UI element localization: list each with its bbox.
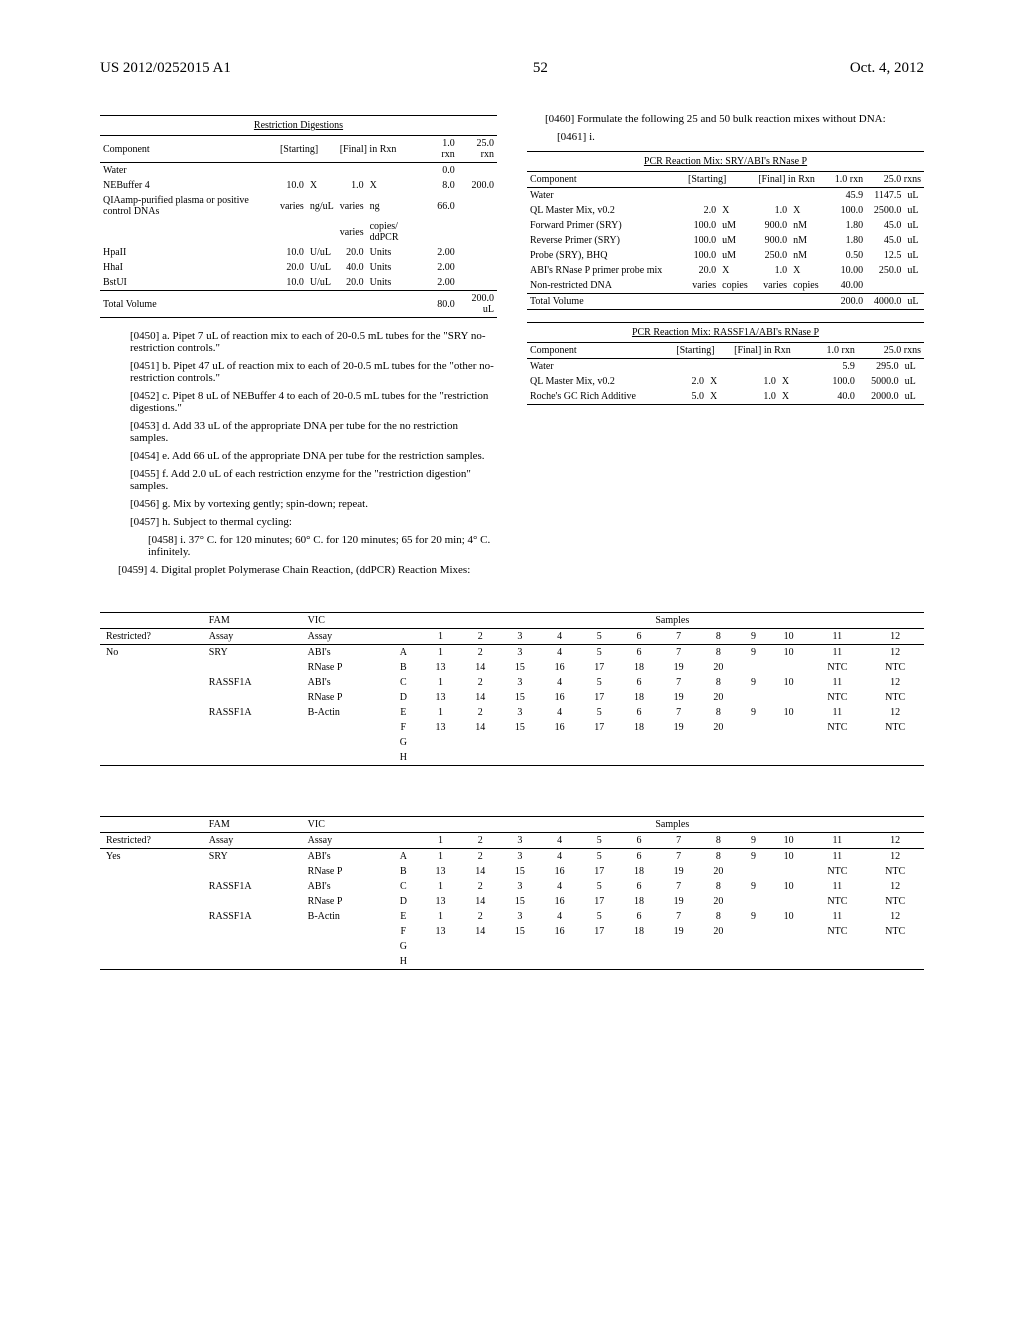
table-row: YesSRYABI'sA123456789101112 [100, 849, 924, 865]
patent-id: US 2012/0252015 A1 [100, 60, 231, 77]
table-row: RASSF1AABI'sC123456789101112 [100, 675, 924, 690]
page-date: Oct. 4, 2012 [850, 60, 924, 77]
table2-title: PCR Reaction Mix: SRY/ABI's RNase P [527, 151, 924, 171]
table-row: RASSF1AABI'sC123456789101112 [100, 879, 924, 894]
pcr-rassf1a-table: PCR Reaction Mix: RASSF1A/ABI's RNase P … [527, 322, 924, 405]
table-row: HhaI20.0U/uL40.0Units2.00 [100, 260, 497, 275]
table-row: Water45.91147.5uL [527, 188, 924, 204]
para-0460: [0460] Formulate the following 25 and 50… [527, 113, 924, 125]
table-row: Water5.9295.0uL [527, 359, 924, 375]
restriction-digestions-table: Restriction Digestions Component [Starti… [100, 115, 497, 318]
plate-table: FAMVICSamplesRestricted?AssayAssay123456… [100, 612, 924, 766]
left-column: Restriction Digestions Component [Starti… [100, 107, 497, 582]
para-0458: [0458] i. 37° C. for 120 minutes; 60° C.… [148, 534, 497, 558]
table-row-total: Total Volume80.0200.0 uL [100, 291, 497, 318]
table-row: BstUI10.0U/uL20.0Units2.00 [100, 275, 497, 291]
table-row: Probe (SRY), BHQ100.0uM250.0nM0.5012.5uL [527, 248, 924, 263]
table-row: RNase PD1314151617181920NTCNTC [100, 894, 924, 909]
para-0454: [0454] e. Add 66 uL of the appropriate D… [130, 450, 497, 462]
table-row: G [100, 939, 924, 954]
table3-title: PCR Reaction Mix: RASSF1A/ABI's RNase P [527, 322, 924, 342]
t3-col-1rxn: 1.0 rxn [813, 343, 858, 359]
table-row: variescopies/ ddPCR [100, 219, 497, 245]
page-number: 52 [231, 60, 850, 77]
table-row: HpaII10.0U/uL20.0Units2.00 [100, 245, 497, 260]
para-0457: [0457] h. Subject to thermal cycling: [130, 516, 497, 528]
table-row: QIAamp-purified plasma or positive contr… [100, 193, 497, 219]
table-row: Non-restricted DNAvariescopiesvariescopi… [527, 278, 924, 294]
t1-col-component: Component [100, 136, 277, 163]
t2-col-25rxn: 25.0 rxns [866, 172, 924, 188]
table-row: RNase PB1314151617181920NTCNTC [100, 660, 924, 675]
para-0451: [0451] b. Pipet 47 uL of reaction mix to… [130, 360, 497, 384]
t2-col-1rxn: 1.0 rxn [827, 172, 866, 188]
para-0456: [0456] g. Mix by vortexing gently; spin-… [130, 498, 497, 510]
page-header: US 2012/0252015 A1 52 Oct. 4, 2012 [100, 60, 924, 77]
table-row: F1314151617181920NTCNTC [100, 720, 924, 735]
table-row: H [100, 954, 924, 970]
table-row-total: Total Volume200.04000.0uL [527, 294, 924, 310]
t1-col-final: [Final] in Rxn [337, 136, 426, 163]
t3-col-25rxn: 25.0 rxns [858, 343, 924, 359]
right-column: [0460] Formulate the following 25 and 50… [527, 107, 924, 582]
table-row: RNase PD1314151617181920NTCNTC [100, 690, 924, 705]
table-row: QL Master Mix, v0.22.0X1.0X100.02500.0uL [527, 203, 924, 218]
table-row: NEBuffer 410.0X1.0X8.0200.0 [100, 178, 497, 193]
t2-col-component: Component [527, 172, 685, 188]
t2-col-final: [Final] in Rxn [755, 172, 827, 188]
table-row: RASSF1AB-ActinE123456789101112 [100, 909, 924, 924]
table-row: QL Master Mix, v0.22.0X1.0X100.05000.0uL [527, 374, 924, 389]
plate-table: FAMVICSamplesRestricted?AssayAssay123456… [100, 816, 924, 970]
table-row: RNase PB1314151617181920NTCNTC [100, 864, 924, 879]
plate-tables: FAMVICSamplesRestricted?AssayAssay123456… [100, 612, 924, 1012]
para-0453: [0453] d. Add 33 uL of the appropriate D… [130, 420, 497, 444]
table1-title: Restriction Digestions [100, 115, 497, 135]
table-row: Reverse Primer (SRY)100.0uM900.0nM1.8045… [527, 233, 924, 248]
t1-col-25rxn: 25.0 rxn [458, 136, 497, 163]
t1-col-starting: [Starting] [277, 136, 337, 163]
pcr-sry-table: PCR Reaction Mix: SRY/ABI's RNase P Comp… [527, 151, 924, 310]
t3-col-component: Component [527, 343, 673, 359]
table-row: ABI's RNase P primer probe mix20.0X1.0X1… [527, 263, 924, 278]
table-row: Roche's GC Rich Additive5.0X1.0X40.02000… [527, 389, 924, 405]
t2-col-starting: [Starting] [685, 172, 755, 188]
table-row: H [100, 750, 924, 766]
table-row: Forward Primer (SRY)100.0uM900.0nM1.8045… [527, 218, 924, 233]
para-0450: [0450] a. Pipet 7 uL of reaction mix to … [130, 330, 497, 354]
table-row: Water0.0 [100, 163, 497, 179]
table-row: F1314151617181920NTCNTC [100, 924, 924, 939]
table-row: RASSF1AB-ActinE123456789101112 [100, 705, 924, 720]
t1-col-1rxn: 1.0 rxn [426, 136, 458, 163]
t3-col-final: [Final] in Rxn [731, 343, 813, 359]
para-0455: [0455] f. Add 2.0 uL of each restriction… [130, 468, 497, 492]
t3-col-starting: [Starting] [673, 343, 731, 359]
para-0459: [0459] 4. Digital proplet Polymerase Cha… [100, 564, 497, 576]
para-0452: [0452] c. Pipet 8 uL of NEBuffer 4 to ea… [130, 390, 497, 414]
table-row: G [100, 735, 924, 750]
para-0461: [0461] i. [557, 131, 924, 143]
table-row: NoSRYABI'sA123456789101112 [100, 645, 924, 661]
